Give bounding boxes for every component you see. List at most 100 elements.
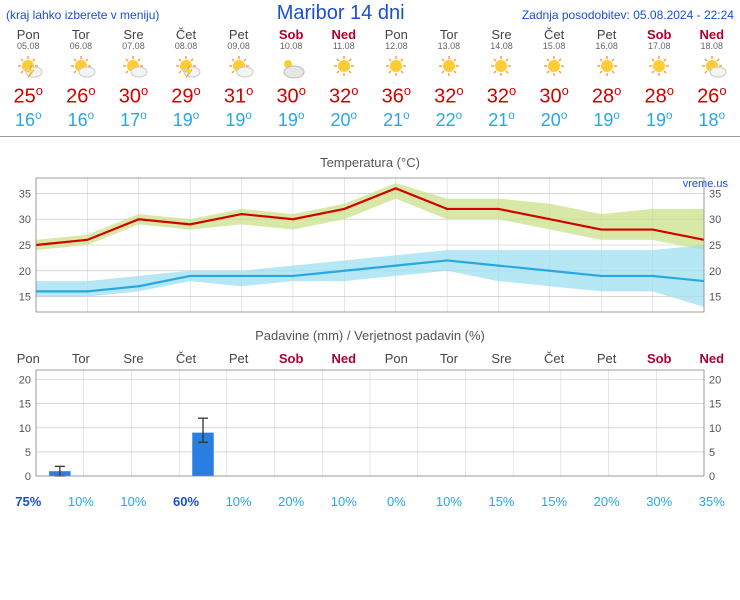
temp-low: 19o — [212, 109, 265, 131]
day-date: 10.08 — [265, 41, 318, 51]
svg-text:15: 15 — [709, 292, 721, 304]
precip-days-row: PonTorSreČetPetSobNedPonTorSreČetPetSobN… — [0, 351, 740, 366]
forecast-day: Pon 12.08 36o 21o — [370, 25, 423, 134]
day-date: 09.08 — [212, 41, 265, 51]
svg-text:0: 0 — [25, 471, 31, 483]
precip-probability: 15% — [475, 494, 528, 509]
forecast-day: Pet 09.08 31o 19o — [212, 25, 265, 134]
page-title: Maribor 14 dni — [277, 2, 405, 25]
day-name: Čet — [528, 27, 581, 42]
forecast-day: Sre 07.08 30o 17o — [107, 25, 160, 134]
precip-day-name: Pet — [212, 351, 265, 366]
precip-day-name: Pon — [2, 351, 55, 366]
chart-watermark: vreme.us — [683, 178, 728, 190]
day-date: 05.08 — [2, 41, 55, 51]
weather-icon — [329, 54, 359, 82]
temp-low: 19o — [580, 109, 633, 131]
forecast-day: Čet 08.08 29o 19o — [160, 25, 213, 134]
svg-text:20: 20 — [19, 266, 31, 278]
weather-icon — [697, 54, 727, 82]
temperature-chart: 15152020252530303535 vreme.us — [6, 172, 734, 322]
temp-low: 20o — [317, 109, 370, 131]
day-date: 15.08 — [528, 41, 581, 51]
svg-text:10: 10 — [19, 423, 31, 435]
temp-low: 17o — [107, 109, 160, 131]
precip-probability: 75% — [2, 494, 55, 509]
precip-probability: 10% — [212, 494, 265, 509]
temp-low: 16o — [55, 109, 108, 131]
temp-high: 29o — [160, 84, 213, 109]
menu-hint[interactable]: (kraj lahko izberete v meniju) — [6, 8, 159, 22]
temp-high: 25o — [2, 84, 55, 109]
day-name: Ned — [686, 27, 739, 42]
precip-day-name: Sre — [475, 351, 528, 366]
day-name: Tor — [55, 27, 108, 42]
temp-high: 26o — [55, 84, 108, 109]
day-name: Čet — [160, 27, 213, 42]
precip-day-name: Čet — [160, 351, 213, 366]
weather-icon — [66, 54, 96, 82]
temp-high: 32o — [423, 84, 476, 109]
precip-day-name: Čet — [528, 351, 581, 366]
day-date: 16.08 — [580, 41, 633, 51]
forecast-day: Pet 16.08 28o 19o — [580, 25, 633, 134]
temp-high: 30o — [107, 84, 160, 109]
weather-icon — [434, 54, 464, 82]
day-name: Sre — [107, 27, 160, 42]
temp-low: 16o — [2, 109, 55, 131]
weather-icon — [539, 54, 569, 82]
svg-text:25: 25 — [709, 240, 721, 252]
svg-text:20: 20 — [709, 266, 721, 278]
temp-low: 21o — [370, 109, 423, 131]
forecast-days-row: Pon 05.08 25o 16o Tor 06.08 26o 16o Sre … — [0, 25, 740, 134]
temp-high: 26o — [686, 84, 739, 109]
precip-day-name: Tor — [55, 351, 108, 366]
precip-day-name: Sre — [107, 351, 160, 366]
temp-low: 19o — [160, 109, 213, 131]
day-name: Sre — [475, 27, 528, 42]
temp-low: 19o — [633, 109, 686, 131]
svg-text:30: 30 — [709, 215, 721, 227]
day-name: Ned — [317, 27, 370, 42]
day-name: Sob — [633, 27, 686, 42]
day-name: Pon — [2, 27, 55, 42]
svg-text:15: 15 — [709, 399, 721, 411]
day-date: 08.08 — [160, 41, 213, 51]
svg-text:15: 15 — [19, 292, 31, 304]
precip-probability: 30% — [633, 494, 686, 509]
temp-low: 19o — [265, 109, 318, 131]
forecast-day: Sob 10.08 30o 19o — [265, 25, 318, 134]
day-date: 11.08 — [317, 41, 370, 51]
temp-high: 28o — [580, 84, 633, 109]
svg-text:30: 30 — [19, 215, 31, 227]
header: (kraj lahko izberete v meniju) Maribor 1… — [0, 0, 740, 25]
svg-text:15: 15 — [19, 399, 31, 411]
weather-icon — [592, 54, 622, 82]
precip-probability: 10% — [55, 494, 108, 509]
weather-icon — [13, 54, 43, 82]
precip-probability: 10% — [107, 494, 160, 509]
svg-text:5: 5 — [709, 447, 715, 459]
precip-day-name: Tor — [423, 351, 476, 366]
day-name: Sob — [265, 27, 318, 42]
day-date: 12.08 — [370, 41, 423, 51]
precip-day-name: Pet — [580, 351, 633, 366]
weather-icon — [486, 54, 516, 82]
forecast-day: Tor 06.08 26o 16o — [55, 25, 108, 134]
temp-low: 22o — [423, 109, 476, 131]
day-date: 14.08 — [475, 41, 528, 51]
temp-low: 21o — [475, 109, 528, 131]
precip-chart: 0055101015152020 — [6, 366, 734, 496]
precip-probability: 10% — [317, 494, 370, 509]
weather-icon — [644, 54, 674, 82]
forecast-day: Sre 14.08 32o 21o — [475, 25, 528, 134]
day-date: 06.08 — [55, 41, 108, 51]
forecast-day: Pon 05.08 25o 16o — [2, 25, 55, 134]
weather-icon — [171, 54, 201, 82]
weather-icon — [224, 54, 254, 82]
temperature-chart-title: Temperatura (°C) — [0, 155, 740, 170]
last-updated: Zadnja posodobitev: 05.08.2024 - 22:24 — [522, 8, 734, 22]
svg-text:0: 0 — [709, 471, 715, 483]
weather-icon — [381, 54, 411, 82]
day-name: Pet — [212, 27, 265, 42]
